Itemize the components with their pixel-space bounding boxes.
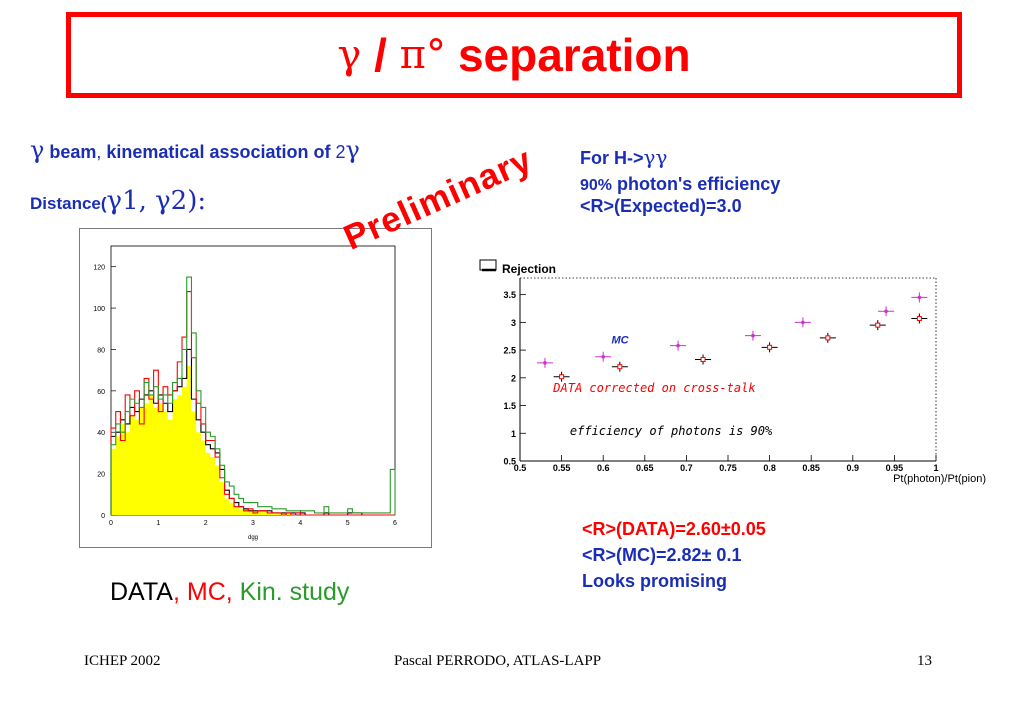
result-promising: Looks promising: [582, 571, 728, 591]
rejection-point-data: [700, 357, 706, 363]
beam-comma: ,: [96, 142, 107, 162]
kinematic-text: kinematical association of: [106, 142, 336, 162]
rejection-y-tick-label: 3.5: [503, 290, 516, 300]
rejection-y-tick-label: 3: [511, 318, 516, 328]
rejection-x-tick-label: 0.65: [636, 463, 654, 473]
rejection-point-data: [767, 344, 773, 350]
caption-kin: Kin. study: [232, 578, 350, 606]
histogram-series-green: [110, 276, 396, 515]
title-frame: [66, 12, 962, 98]
rejection-point-mc: [801, 320, 805, 325]
histogram-caption: DATA, MC, Kin. study: [110, 578, 349, 607]
rejection-y-tick-label: 0.5: [503, 457, 516, 467]
histogram-series-red: [110, 290, 395, 516]
histogram-y-tick-label: 20: [97, 472, 105, 479]
histogram-x-tick-label: 6: [393, 520, 397, 527]
rejection-x-tick-label: 0.7: [680, 463, 693, 473]
histogram-x-tick-label: 3: [251, 520, 255, 527]
for-h-gammagamma: γγ: [643, 145, 668, 169]
rejection-point-mc: [676, 343, 680, 348]
footer-author: Pascal PERRODO, ATLAS-LAPP: [394, 653, 602, 669]
histogram-x-tick-label: 1: [156, 520, 160, 527]
histogram-series-yellow-fill: [111, 366, 395, 515]
preliminary-stamp: Preliminary: [338, 139, 539, 258]
title-pi0: π°: [399, 32, 446, 78]
result-mc: <R>(MC)=2.82± 0.1: [582, 545, 742, 565]
rejection-x-tick-label: 0.5: [514, 463, 527, 473]
title-word: separation: [457, 29, 691, 81]
rejection-title: Rejection: [502, 262, 556, 276]
rejection-y-tick-label: 1.5: [503, 401, 516, 411]
rejection-point-mc: [601, 354, 605, 359]
expected-rejection: <R>(Expected)=3.0: [580, 196, 742, 216]
slide-title: γ / π° separation: [66, 12, 962, 98]
result-data: <R>(DATA)=2.60±0.05: [582, 519, 766, 539]
distance-args: γ1, γ2):: [106, 186, 207, 216]
kinematic-gamma: γ: [345, 136, 360, 164]
footer-conference: ICHEP 2002: [84, 653, 161, 669]
rejection-legend-box: [479, 259, 497, 271]
histogram-x-tick-label: 4: [298, 520, 302, 527]
beam-description: γ beam, kinematical association of 2γ: [30, 136, 360, 164]
beam-gamma: γ: [30, 136, 45, 164]
beam-text: beam: [44, 142, 97, 162]
rejection-x-tick-label: 0.8: [763, 463, 776, 473]
rejection-x-tick-label: 0.9: [847, 463, 860, 473]
rejection-point-data: [617, 364, 623, 370]
rejection-x-tick-label: 1: [933, 463, 938, 473]
rejection-x-axis-label: Pt(photon)/Pt(pion): [893, 473, 986, 485]
histogram-x-tick-label: 0: [109, 520, 113, 527]
rejection-y-tick-label: 2.5: [503, 346, 516, 356]
rejection-x-tick-label: 0.95: [886, 463, 904, 473]
rejection-point-mc: [543, 361, 547, 365]
rejection-y-tick-label: 2: [511, 373, 516, 383]
histogram-y-tick-label: 60: [97, 389, 105, 396]
title-gamma: γ: [337, 32, 362, 78]
histogram-x-tick-label: 5: [346, 520, 350, 527]
histogram-y-tick-label: 40: [97, 430, 105, 437]
kinematic-two: 2: [335, 142, 346, 162]
rejection-chart: Rejection 0.5 1 1.5 2 2.5 3 3.5 0.5 0.55 0.6 0.65 0.…: [479, 259, 986, 485]
caption-comma: ,: [172, 578, 180, 606]
distance-text: Distance(: [30, 194, 107, 213]
rejection-point-data: [825, 335, 831, 341]
for-h-label: For H->: [580, 148, 644, 168]
rejection-x-tick-label: 0.6: [597, 463, 610, 473]
efficiency-percent: 90%: [580, 177, 613, 194]
rejection-point-data: [916, 315, 922, 321]
distance-label: Distance(γ1, γ2):: [30, 186, 206, 216]
rejection-point-mc: [884, 309, 888, 314]
histogram-y-tick-label: 0: [101, 513, 105, 520]
histogram-frame: [79, 228, 432, 548]
histogram-x-axis-label: dgg: [248, 535, 258, 541]
efficiency-block: For H->γγ 90% photon's efficiency <R>(Ex…: [580, 144, 780, 219]
histogram-x-tick-label: 2: [204, 520, 208, 527]
efficiency-text: photon's efficiency: [612, 174, 781, 194]
rejection-eff-annotation: efficiency of photons is 90%: [570, 424, 773, 438]
rejection-point-mc: [751, 333, 755, 338]
histogram-y-tick-label: 100: [93, 306, 105, 313]
rejection-mc-label: MC: [612, 334, 630, 346]
rejection-point-mc: [917, 295, 922, 300]
results-block: <R>(DATA)=2.60±0.05 <R>(MC)=2.82± 0.1 Lo…: [582, 516, 766, 594]
caption-mc: MC,: [179, 578, 233, 606]
rejection-y-tick-label: 1: [511, 429, 516, 439]
histogram-y-tick-label: 120: [93, 265, 105, 272]
title-slash: /: [361, 29, 400, 81]
histogram-y-tick-label: 80: [97, 347, 105, 354]
rejection-point-data: [559, 374, 565, 380]
caption-data: DATA: [110, 578, 173, 606]
rejection-x-tick-label: 0.55: [553, 463, 571, 473]
rejection-x-tick-label: 0.85: [802, 463, 820, 473]
histogram-chart: 0 20 40 60 80 100 120 0 1 2 3 4 5 6 dgg: [93, 245, 397, 541]
rejection-x-tick-label: 0.75: [719, 463, 737, 473]
rejection-data-annotation: DATA corrected on cross-talk: [552, 381, 756, 395]
footer-page-number: 13: [917, 653, 932, 669]
rejection-point-data: [875, 322, 881, 328]
